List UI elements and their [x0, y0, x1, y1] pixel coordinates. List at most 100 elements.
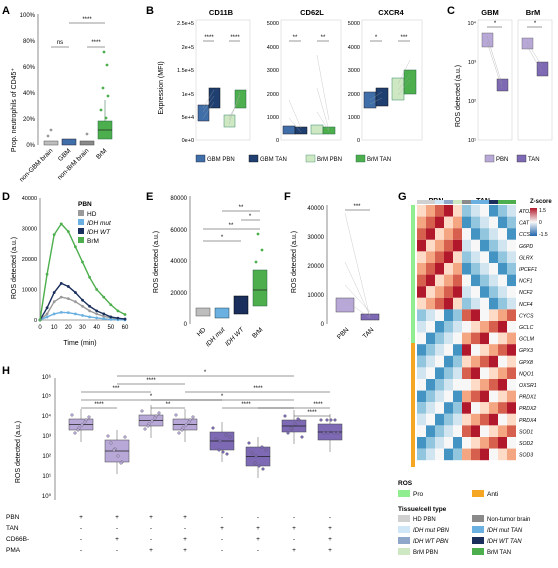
- heatmap-cell: [498, 425, 507, 437]
- data-point: [123, 435, 127, 439]
- heatmap-cell: [471, 251, 480, 263]
- data-point: [45, 306, 49, 310]
- condition-sign: -: [221, 547, 223, 554]
- brm-points: [254, 232, 266, 300]
- facet-title: CD11B: [209, 8, 234, 17]
- gene-label: SOD1: [519, 429, 533, 435]
- legend-swatch: [484, 154, 495, 163]
- tick-label: 10²: [42, 454, 51, 460]
- box: [481, 32, 494, 48]
- sig-brackets: [81, 375, 330, 417]
- facet-frame: [477, 19, 513, 141]
- heatmap-cell: [489, 274, 498, 287]
- heatmap-cell: [480, 239, 489, 252]
- heatmap-cell: [444, 437, 453, 449]
- heatmap-cell: [417, 379, 426, 391]
- condition-sign: +: [292, 547, 296, 554]
- heatmap-cell: [498, 390, 507, 403]
- heatmap-cell: [444, 379, 453, 391]
- pair-line: [288, 117, 302, 133]
- condition-sign: -: [293, 536, 295, 543]
- column-annotation: [417, 200, 426, 204]
- legend-swatch: [195, 154, 206, 163]
- data-point: [81, 298, 84, 302]
- tick-label: 10000: [22, 288, 37, 294]
- gene-label: GCLM: [519, 337, 535, 343]
- facet-frame: [280, 19, 342, 141]
- heatmap-cell: [507, 228, 516, 240]
- heatmap-cell: [462, 216, 471, 229]
- ros-annotation-pro: [411, 205, 415, 343]
- gene-label: PRDX2: [519, 406, 536, 412]
- tick-label: 1e+5: [182, 92, 194, 98]
- gene-label: CCS: [519, 232, 530, 238]
- heatmap-cell: [471, 321, 480, 333]
- heatmap-cell: [435, 355, 444, 368]
- data-point: [153, 416, 157, 420]
- data-point: [95, 288, 99, 291]
- heatmap-cell: [498, 286, 507, 298]
- paired-lines: [288, 54, 330, 133]
- heatmap-cell: [435, 309, 444, 321]
- data-point: [109, 441, 113, 445]
- gene-label: G6PD: [519, 244, 533, 250]
- gene-label: ATOX1: [518, 209, 536, 215]
- heatmap-cell: [507, 332, 516, 345]
- heatmap-cell: [480, 413, 489, 426]
- heatmap-cell: [417, 355, 426, 368]
- data-point: [52, 291, 56, 294]
- y-axis-label: ROS detected (a.u.): [11, 237, 18, 299]
- legend-swatch: [472, 515, 484, 522]
- box: [233, 295, 249, 315]
- legend-swatch: [472, 537, 484, 544]
- heatmap-cell: [489, 228, 498, 240]
- heatmap-cell: [498, 321, 507, 333]
- heatmap-cell: [435, 286, 444, 298]
- data-point: [218, 439, 222, 443]
- data-point: [74, 300, 77, 304]
- data-point: [217, 448, 221, 452]
- sig-label: ***: [112, 386, 120, 392]
- data-point: [87, 415, 91, 419]
- box-non-gbm-brain: [43, 140, 59, 146]
- heatmap-cell: [417, 413, 426, 426]
- data-point: [254, 260, 258, 264]
- tick-label: 10¹: [468, 138, 476, 144]
- sig-label: *: [221, 394, 224, 400]
- heatmap-cell: [453, 321, 462, 333]
- condition-sign: +: [183, 547, 187, 554]
- sig-label: ****: [204, 35, 214, 41]
- condition-sign: -: [221, 536, 223, 543]
- box-gbm: [61, 138, 77, 146]
- heatmap-cell: [444, 321, 453, 333]
- legend-label: BrM: [87, 238, 99, 245]
- x-label: IDH WT: [224, 326, 246, 348]
- tick-label: 40000: [22, 196, 37, 202]
- heatmap-cell: [507, 251, 516, 263]
- heatmap-cell: [507, 321, 516, 333]
- data-point: [38, 318, 42, 322]
- heatmap-cell: [453, 425, 462, 437]
- legend-label: BrM TAN: [487, 550, 511, 556]
- x-label: non-GBM brain: [18, 147, 54, 183]
- heatmap-cell: [480, 437, 489, 449]
- gene-labels: ATOX1 CAT CCS G6PD GLRX IPCEF1 NCF1 NCF2 NCF4 CYC…: [518, 209, 537, 459]
- legend-swatch: [398, 490, 410, 497]
- box: [214, 307, 230, 319]
- heatmap-cell: [480, 251, 489, 263]
- heatmap-cell: [435, 228, 444, 240]
- panel-letter: C: [447, 5, 455, 17]
- heatmap-cell: [462, 286, 471, 298]
- pair-line: [202, 89, 215, 109]
- heatmap-cell: [453, 297, 462, 310]
- condition-sign: -: [116, 547, 118, 554]
- data-point: [95, 309, 99, 313]
- data-point: [102, 295, 106, 299]
- heatmap-cell: [471, 402, 480, 414]
- data-point: [59, 222, 63, 226]
- data-point: [140, 409, 144, 413]
- pair-line: [202, 101, 215, 119]
- data-point: [112, 448, 116, 452]
- tick-label: 1000: [267, 115, 279, 121]
- panel-a: A Prop. neutrophils of CD45⁺ 0% 20% 40% …: [2, 5, 113, 184]
